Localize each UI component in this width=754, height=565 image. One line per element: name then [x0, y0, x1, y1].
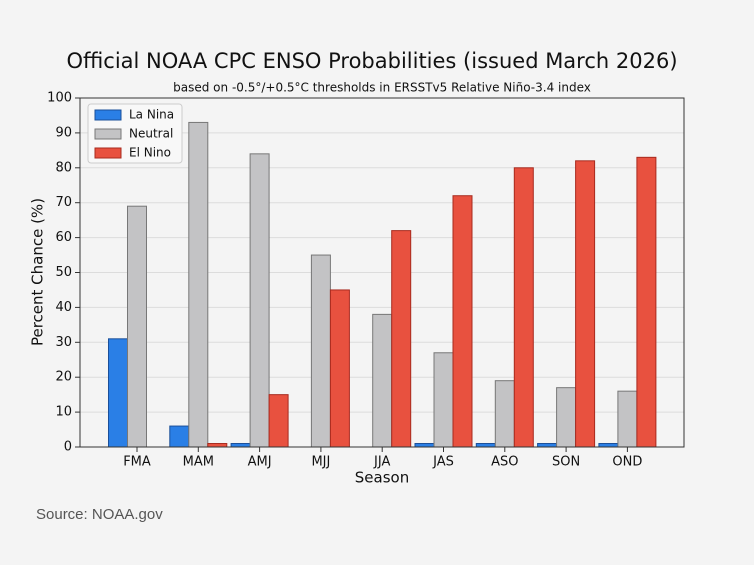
y-tick-label: 50: [55, 265, 72, 280]
bar: [188, 121, 209, 448]
y-tick-label: 100: [47, 91, 72, 106]
y-axis-label: Percent Chance (%): [29, 198, 47, 346]
x-tick-label: JJA: [373, 455, 390, 470]
bar: [537, 443, 558, 448]
x-tick-label: AMJ: [248, 455, 272, 470]
x-tick-label: MAM: [183, 455, 214, 470]
legend-swatch: [94, 109, 122, 121]
y-tick-label: 10: [55, 405, 72, 420]
bar: [414, 443, 435, 448]
bar: [169, 425, 190, 448]
y-tick-label: 60: [55, 230, 72, 245]
bar: [513, 167, 534, 448]
bar: [636, 156, 657, 448]
bar: [598, 443, 619, 448]
x-axis-label: Season: [355, 469, 409, 487]
x-tick-label: SON: [552, 455, 580, 470]
bar: [452, 195, 473, 448]
bar: [617, 390, 638, 448]
x-tick-label: ASO: [491, 455, 518, 470]
bar: [372, 313, 393, 448]
legend-swatch: [94, 147, 122, 159]
y-tick-label: 30: [55, 335, 72, 350]
bar: [268, 394, 289, 448]
x-tick-label: OND: [612, 455, 642, 470]
bar: [575, 160, 596, 448]
bar: [127, 205, 147, 448]
y-tick-label: 80: [55, 160, 72, 175]
bar: [230, 443, 251, 448]
y-tick-label: 0: [64, 440, 72, 455]
source-note: Source: NOAA.gov: [36, 506, 163, 523]
y-tick-label: 90: [55, 125, 72, 140]
bar: [329, 289, 350, 448]
bar: [475, 443, 496, 448]
y-tick-label: 20: [55, 370, 72, 385]
bar: [249, 153, 270, 448]
legend-swatch: [94, 128, 122, 140]
x-tick-label: FMA: [123, 455, 151, 470]
x-tick-label: MJJ: [311, 455, 330, 470]
legend-label: La Nina: [129, 108, 174, 122]
legend-label: El Nino: [129, 146, 171, 160]
x-tick-label: JAS: [432, 455, 454, 470]
bar: [310, 254, 331, 448]
chart-title: Official NOAA CPC ENSO Probabilities (is…: [66, 49, 677, 73]
y-tick-label: 40: [55, 300, 72, 315]
legend-label: Neutral: [129, 127, 173, 141]
axes-frame: [79, 97, 685, 448]
chart-subtitle: based on -0.5°/+0.5°C thresholds in ERSS…: [173, 81, 591, 95]
bar: [207, 443, 228, 448]
y-tick-label: 70: [55, 195, 72, 210]
bar: [556, 387, 577, 448]
chart: Official NOAA CPC ENSO Probabilities (is…: [29, 49, 685, 487]
bar: [108, 338, 128, 448]
bar: [433, 352, 454, 448]
bar: [494, 380, 515, 448]
bar: [391, 230, 412, 448]
